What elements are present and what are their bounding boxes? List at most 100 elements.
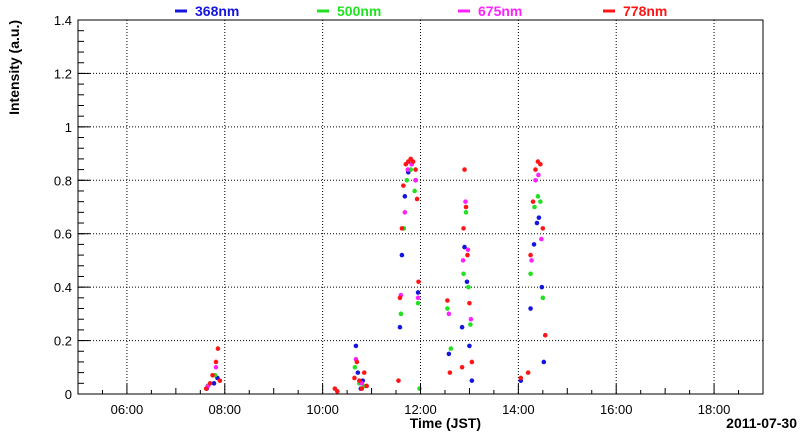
x-axis-title: Time (JST) [410,415,481,431]
data-point [541,359,547,365]
data-point [542,332,548,338]
data-point [415,295,421,301]
data-point [354,359,360,365]
data-point [464,279,470,285]
data-points [203,156,548,394]
data-point [398,311,404,317]
data-point [364,383,369,389]
data-point [465,247,471,253]
data-point [414,196,420,202]
data-point [461,226,466,231]
data-point [359,386,365,391]
data-point [467,343,472,349]
data-point [540,226,546,231]
data-point [352,375,357,381]
data-point [357,378,362,383]
data-point [210,373,215,378]
data-point [353,343,359,349]
data-point [533,167,538,172]
legend: 368nm 500nm 675nm 778nm [175,3,667,19]
y-tick-label: 1.2 [54,66,72,81]
data-point [536,215,542,220]
x-tick-label: 12:00 [404,402,437,417]
x-tick-label: 18:00 [698,402,731,417]
data-point [203,386,209,391]
x-tick-label: 06:00 [111,402,144,417]
y-tick-label: 0.4 [54,280,72,295]
data-point [412,188,417,194]
data-point [463,210,469,215]
x-tick-label: 08:00 [209,402,242,417]
data-point [468,322,473,327]
data-point [207,381,213,386]
axis-ticks: 06:00 08:00 10:00 12:00 14:00 16:00 18:00 0 0.2 0… [54,13,764,417]
data-point [534,220,540,226]
data-point [402,210,408,215]
data-point [445,298,450,303]
x-tick-label: 10:00 [306,402,339,417]
data-point [536,172,541,178]
data-point [528,306,533,311]
data-point [469,359,475,365]
data-point [538,161,543,167]
y-tick-label: 0 [65,387,72,402]
legend-label: 778nm [623,3,667,19]
data-point [528,271,533,277]
data-point [361,370,367,375]
data-point [213,364,219,370]
data-point [462,167,467,172]
legend-label: 675nm [478,3,522,19]
data-point [461,271,466,277]
data-point [460,258,466,263]
data-point [533,177,538,183]
data-point [459,324,465,330]
data-point [217,378,223,383]
data-point [539,236,544,242]
data-point [352,364,358,370]
data-point [467,300,472,306]
data-point [402,194,408,199]
x-tick-label: 14:00 [502,402,535,417]
data-point [468,316,474,322]
legend-label: 368nm [195,3,239,19]
grid-lines [78,19,763,395]
data-point [397,324,403,330]
data-point [413,177,418,183]
data-point [211,381,217,386]
data-point [465,252,470,258]
data-point [532,204,537,210]
data-point [540,295,546,301]
data-point [466,284,471,290]
data-point [539,284,545,290]
y-tick-label: 1.4 [54,13,72,28]
data-point [404,177,410,183]
data-point [531,242,537,247]
data-point [405,167,411,172]
data-point [417,386,422,391]
data-point [448,346,454,351]
data-point [399,252,405,258]
data-point [399,226,405,231]
data-point [463,199,468,204]
data-point [463,204,469,210]
data-point [459,364,465,370]
data-point [413,167,418,172]
y-tick-label: 0.6 [54,227,72,242]
data-point [415,300,421,306]
y-axis-title: Intensity (a.u.) [6,20,22,115]
data-point [447,370,453,375]
data-point [462,244,467,250]
data-point [396,378,401,383]
data-point [530,199,536,204]
data-point [415,290,421,295]
data-point [538,199,543,204]
data-point [529,258,534,263]
data-point [528,252,533,258]
data-point [410,159,416,164]
data-point [446,351,452,357]
date-label: 2011-07-30 [726,415,797,431]
data-point [401,183,406,188]
data-point [469,378,475,383]
data-point [446,311,452,317]
